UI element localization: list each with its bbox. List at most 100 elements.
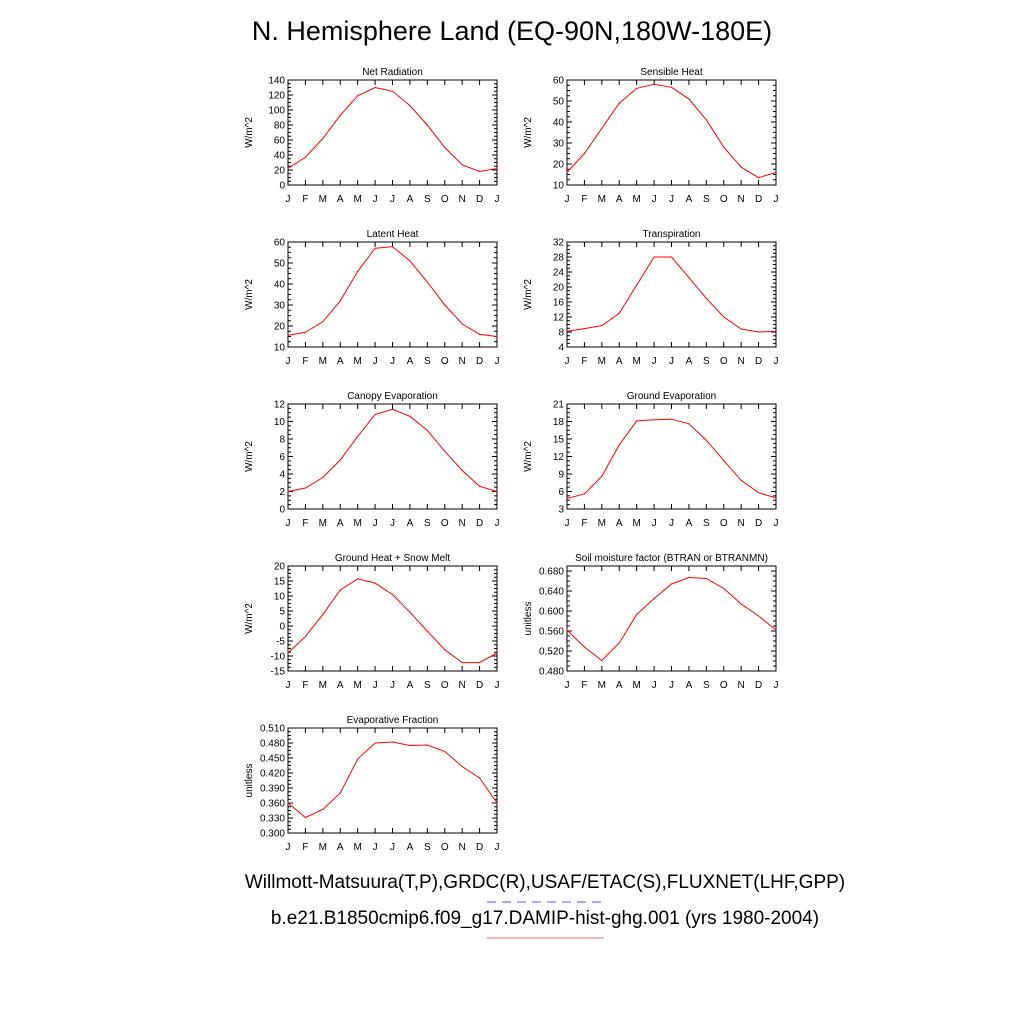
data-point [374,742,376,744]
data-point [618,102,620,104]
data-point [775,497,777,499]
chart-title: Soil moisture factor (BTRAN or BTRANMN) [575,553,768,564]
y-tick-label: 10 [553,181,565,192]
x-tick-label: M [353,356,361,367]
x-tick-label: A [616,518,623,529]
y-axis-label: W/m^2 [244,279,255,310]
y-tick-label: 0.390 [260,784,285,795]
page-title: N. Hemisphere Land (EQ-90N,180W-180E) [251,16,773,46]
x-tick-label: F [302,518,308,529]
data-point [374,582,376,584]
y-tick-label: 18 [553,417,565,428]
x-tick-label: M [632,518,640,529]
x-tick-label: J [774,356,779,367]
x-tick-label: A [686,680,693,691]
data-point [636,613,638,616]
data-point [758,492,760,494]
x-tick-label: J [774,680,779,691]
y-tick-label: 8 [558,328,564,339]
x-tick-label: F [302,356,308,367]
x-tick-label: D [476,518,483,529]
chart-title: Sensible Heat [640,67,702,78]
y-tick-label: 0 [279,181,285,192]
y-tick-label: 60 [553,76,565,87]
data-point [758,615,760,617]
x-tick-label: A [337,194,344,205]
data-point [566,330,568,332]
y-tick-label: 40 [274,151,286,162]
x-tick-label: D [755,680,762,691]
data-point [740,479,742,481]
x-tick-label: D [755,194,762,205]
data-point [496,167,498,170]
chart-title: Transpiration [643,229,701,240]
x-tick-label: F [302,194,308,205]
data-point [688,277,690,279]
data-point [636,420,638,422]
x-tick-label: M [319,356,327,367]
y-axis-label: unitless [244,764,255,798]
data-point [775,330,777,332]
y-tick-label: 32 [553,238,565,249]
x-tick-label: J [669,518,674,529]
x-tick-label: O [441,518,449,529]
y-tick-label: 20 [274,166,286,177]
x-tick-label: D [476,194,483,205]
y-tick-label: 24 [553,268,565,279]
data-point [374,247,376,249]
x-tick-label: S [703,356,710,367]
data-point [740,328,742,330]
x-tick-label: M [632,680,640,691]
data-point [670,418,673,420]
x-tick-label: M [632,356,640,367]
x-tick-label: J [774,194,779,205]
x-tick-label: S [424,356,431,367]
data-point [601,659,603,662]
y-tick-label: 80 [274,121,286,132]
y-tick-label: 20 [274,322,286,333]
y-tick-label: 28 [553,253,565,264]
data-point [653,256,655,258]
x-tick-label: N [738,518,745,529]
y-tick-label: 0.480 [539,667,564,678]
x-tick-label: J [390,356,395,367]
x-tick-label: S [703,680,710,691]
x-tick-label: A [616,356,623,367]
y-tick-label: 10 [274,592,286,603]
legend-model-label: b.e21.B1850cmip6.f09_g17.DAMIP-hist-ghg.… [270,908,820,929]
data-point [479,333,481,335]
data-point [461,469,463,472]
data-point [670,86,673,88]
y-tick-label: 0.330 [260,814,285,825]
x-tick-label: S [424,680,431,691]
y-tick-label: 6 [558,487,564,498]
y-tick-label: 12 [553,452,565,463]
x-tick-label: J [390,194,395,205]
y-tick-label: 10 [274,343,286,354]
data-point [583,152,586,155]
y-tick-label: 0.450 [260,754,285,765]
x-tick-label: O [720,518,728,529]
x-tick-label: A [686,194,693,205]
x-tick-label: D [476,842,483,853]
chart-title: Ground Evaporation [627,391,717,402]
x-tick-label: J [390,842,395,853]
x-tick-label: J [286,356,291,367]
x-tick-label: M [598,518,606,529]
x-tick-label: J [565,680,570,691]
x-tick-label: O [441,194,449,205]
data-point [461,323,463,325]
x-tick-label: O [720,194,728,205]
data-point [775,171,777,173]
data-point [740,166,742,168]
chart-title: Ground Heat + Snow Melt [335,553,451,564]
y-tick-label: 120 [268,91,285,102]
x-tick-label: O [720,356,728,367]
x-tick-label: J [565,518,570,529]
data-point [339,114,341,116]
y-tick-label: 50 [274,259,286,270]
data-point [357,758,359,760]
data-point [287,652,289,654]
data-point [304,635,306,638]
